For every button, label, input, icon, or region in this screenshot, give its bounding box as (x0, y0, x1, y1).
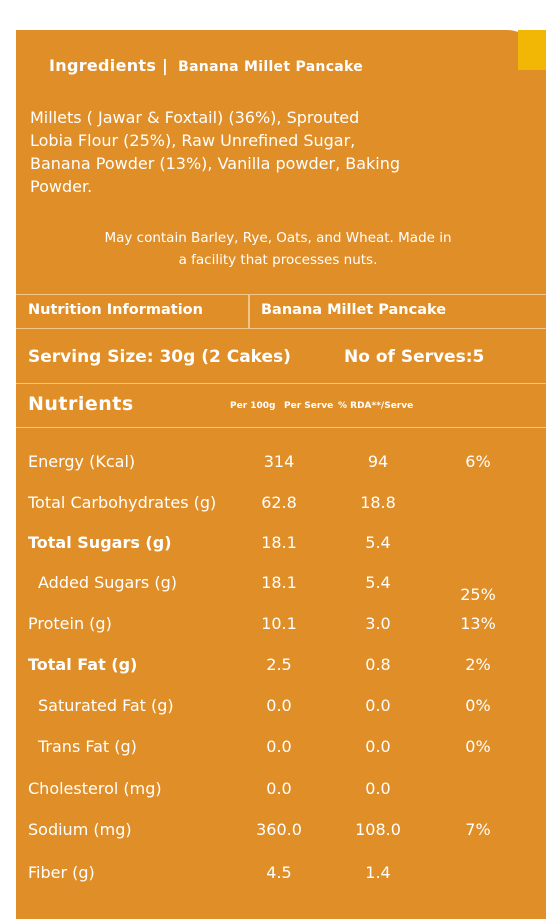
nutrients-heading: Nutrients (28, 393, 134, 415)
rda-value: 6% (465, 452, 491, 471)
allergen-note-line: a facility that processes nuts. (178, 252, 378, 268)
rda-value: 13% (460, 614, 496, 633)
per-100g-value: 18.1 (261, 533, 297, 552)
nutrition-header: Nutrition Information Banana Millet Panc… (16, 294, 546, 329)
allergen-note-line: May contain Barley, Rye, Oats, and Wheat… (104, 230, 452, 246)
per-serve-value: 94 (367, 452, 389, 471)
per-100g-value: 2.5 (266, 655, 292, 674)
per-100g-value: 62.8 (261, 493, 297, 512)
table-row: Fiber (g) 4.5 1.4 (16, 855, 546, 891)
ingredients-line: Powder. (30, 177, 93, 196)
rda-value: 0% (465, 696, 491, 715)
table-row: Trans Fat (g) 0.0 0.0 0% (16, 729, 546, 765)
per-100g-value: 0.0 (266, 696, 292, 715)
nutrient-label: Saturated Fat (g) (38, 696, 174, 715)
nutrient-label: Energy (Kcal) (28, 452, 136, 471)
table-row: Cholesterol (mg) 0.0 0.0 (16, 771, 546, 807)
rda-value: 2% (465, 655, 491, 674)
corner-accent (518, 30, 546, 70)
table-row: Total Carbohydrates (g) 62.8 18.8 (16, 485, 546, 521)
nutrient-label: Total Sugars (g) (28, 533, 172, 552)
rda-heading: % RDA**/Serve (338, 401, 414, 411)
per-serve-value: 108.0 (355, 820, 401, 839)
per-serve-heading: Per Serve (284, 401, 334, 411)
nutrient-label: Cholesterol (mg) (28, 779, 162, 798)
nutrient-label: Sodium (mg) (28, 820, 132, 839)
allergen-note: May contain Barley, Rye, Oats, and Wheat… (30, 227, 526, 271)
per-serve-value: 18.8 (360, 493, 396, 512)
per-100g-value: 10.1 (261, 614, 297, 633)
nutrient-label: Added Sugars (g) (38, 573, 177, 592)
ingredients-line: Lobia Flour (25%), Raw Unrefined Sugar, (30, 131, 356, 150)
per-serve-value: 3.0 (365, 614, 391, 633)
per-100g-value: 0.0 (266, 779, 292, 798)
serving-size: Serving Size: 30g (2 Cakes) (28, 347, 291, 367)
ingredients-line: Banana Powder (13%), Vanilla powder, Bak… (30, 154, 401, 173)
nutrient-label: Fiber (g) (28, 863, 95, 882)
per-100g-value: 360.0 (256, 820, 302, 839)
per-100g-value: 18.1 (261, 573, 297, 592)
rda-value: 0% (465, 737, 491, 756)
table-row: Added Sugars (g) 18.1 5.4 (16, 565, 546, 601)
ingredients-list: Millets ( Jawar & Foxtail) (36%), Sprout… (30, 106, 526, 198)
nutrition-header-product: Banana Millet Pancake (261, 302, 447, 318)
per-100g-value: 0.0 (266, 737, 292, 756)
per-serve-value: 0.0 (365, 696, 391, 715)
column-headers: Nutrients Per 100g Per Serve % RDA**/Ser… (16, 383, 546, 428)
nutrition-label-card: Ingredients | Banana Millet Pancake Mill… (16, 30, 546, 919)
table-row: Sodium (mg) 360.0 108.0 7% (16, 812, 546, 848)
table-row: Saturated Fat (g) 0.0 0.0 0% (16, 688, 546, 724)
rda-value: 7% (465, 820, 491, 839)
number-of-serves: No of Serves:5 (344, 347, 485, 367)
table-row: Protein (g) 10.1 3.0 13% (16, 606, 546, 642)
per-serve-value: 0.0 (365, 737, 391, 756)
ingredients-line: Millets ( Jawar & Foxtail) (36%), Sprout… (30, 108, 360, 127)
table-row: Energy (Kcal) 314 94 6% (16, 444, 546, 480)
per-serve-value: 5.4 (365, 573, 391, 592)
table-row: Total Fat (g) 2.5 0.8 2% (16, 647, 546, 683)
header-divider (248, 294, 250, 328)
nutrient-label: Total Fat (g) (28, 655, 138, 674)
ingredients-section: Ingredients | Banana Millet Pancake Mill… (16, 30, 546, 295)
nutrient-label: Trans Fat (g) (38, 737, 137, 756)
per-serve-value: 0.0 (365, 779, 391, 798)
ingredients-product-name: Banana Millet Pancake (178, 59, 364, 75)
table-row: Total Sugars (g) 18.1 5.4 (16, 525, 546, 561)
ingredients-heading: Ingredients | (49, 56, 169, 75)
per-100g-heading: Per 100g (230, 401, 276, 411)
nutrient-label: Protein (g) (28, 614, 112, 633)
per-100g-value: 4.5 (266, 863, 292, 882)
per-serve-value: 0.8 (365, 655, 391, 674)
nutrient-label: Total Carbohydrates (g) (28, 493, 217, 512)
nutrition-header-label: Nutrition Information (28, 302, 203, 318)
per-100g-value: 314 (263, 452, 295, 471)
ingredients-title: Ingredients | Banana Millet Pancake (49, 56, 363, 75)
per-serve-value: 5.4 (365, 533, 391, 552)
sugars-rda-value: 25% (460, 585, 496, 604)
per-serve-value: 1.4 (365, 863, 391, 882)
serving-info: Serving Size: 30g (2 Cakes) No of Serves… (16, 329, 546, 384)
